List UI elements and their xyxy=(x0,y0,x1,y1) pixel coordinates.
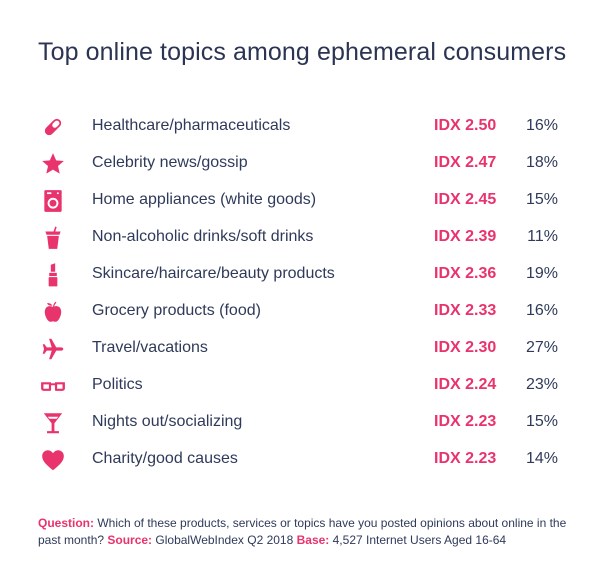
table-row: Travel/vacations IDX 2.30 27% xyxy=(0,330,600,367)
base-text: 4,527 Internet Users Aged 16-64 xyxy=(329,533,507,547)
percent-value: 16% xyxy=(525,117,558,134)
table-row: Nights out/socializing IDX 2.23 15% xyxy=(0,404,600,441)
index-value: IDX 2.47 xyxy=(434,154,497,171)
chart-title: Top online topics among ephemeral consum… xyxy=(38,38,567,66)
index-value: IDX 2.39 xyxy=(434,228,497,245)
topic-label: Non-alcoholic drinks/soft drinks xyxy=(92,228,314,245)
index-value: IDX 2.30 xyxy=(434,339,497,356)
percent-value: 23% xyxy=(525,376,558,393)
percent-value: 27% xyxy=(525,339,558,356)
topic-label: Skincare/haircare/beauty products xyxy=(92,265,335,282)
index-value: IDX 2.23 xyxy=(434,450,497,467)
apple-icon xyxy=(38,297,68,327)
topic-label: Politics xyxy=(92,376,143,393)
percent-value: 19% xyxy=(525,265,558,282)
source-text: GlobalWebIndex Q2 2018 xyxy=(152,533,297,547)
pill-icon xyxy=(38,112,68,142)
lipstick-icon xyxy=(38,260,68,290)
glasses-icon xyxy=(38,371,68,401)
topic-label: Grocery products (food) xyxy=(92,302,261,319)
footnote: Question: Which of these products, servi… xyxy=(38,515,568,549)
index-value: IDX 2.50 xyxy=(434,117,497,134)
table-row: Grocery products (food) IDX 2.33 16% xyxy=(0,293,600,330)
topic-label: Travel/vacations xyxy=(92,339,208,356)
airplane-icon xyxy=(38,334,68,364)
cocktail-glass-icon xyxy=(38,408,68,438)
table-row: Home appliances (white goods) IDX 2.45 15% xyxy=(0,182,600,219)
soft-drink-cup-icon xyxy=(38,223,68,253)
table-row: Non-alcoholic drinks/soft drinks IDX 2.39… xyxy=(0,219,600,256)
topic-label: Healthcare/pharmaceuticals xyxy=(92,117,291,134)
table-row: Politics IDX 2.24 23% xyxy=(0,367,600,404)
question-text: Which of these products, services or top… xyxy=(38,516,567,547)
topic-table: Healthcare/pharmaceuticals IDX 2.50 16% Cel… xyxy=(0,108,600,478)
source-label: Source: xyxy=(107,533,153,547)
table-row: Charity/good causes IDX 2.23 14% xyxy=(0,441,600,478)
table-row: Skincare/haircare/beauty products IDX 2.3… xyxy=(0,256,600,293)
base-label: Base: xyxy=(296,533,330,547)
percent-value: 18% xyxy=(525,154,558,171)
table-row: Celebrity news/gossip IDX 2.47 18% xyxy=(0,145,600,182)
index-value: IDX 2.33 xyxy=(434,302,497,319)
question-label: Question: xyxy=(38,516,94,530)
topic-label: Nights out/socializing xyxy=(92,413,243,430)
index-value: IDX 2.45 xyxy=(434,191,497,208)
heart-icon xyxy=(38,445,68,475)
topic-label: Home appliances (white goods) xyxy=(92,191,317,208)
topic-label: Charity/good causes xyxy=(92,450,238,467)
percent-value: 11% xyxy=(527,228,558,245)
topic-label: Celebrity news/gossip xyxy=(92,154,248,171)
percent-value: 15% xyxy=(525,413,558,430)
table-row: Healthcare/pharmaceuticals IDX 2.50 16% xyxy=(0,108,600,145)
percent-value: 14% xyxy=(525,450,558,467)
index-value: IDX 2.24 xyxy=(434,376,497,393)
percent-value: 15% xyxy=(525,191,558,208)
washing-machine-icon xyxy=(38,186,68,216)
index-value: IDX 2.23 xyxy=(434,413,497,430)
index-value: IDX 2.36 xyxy=(434,265,497,282)
percent-value: 16% xyxy=(525,302,558,319)
star-icon xyxy=(38,149,68,179)
